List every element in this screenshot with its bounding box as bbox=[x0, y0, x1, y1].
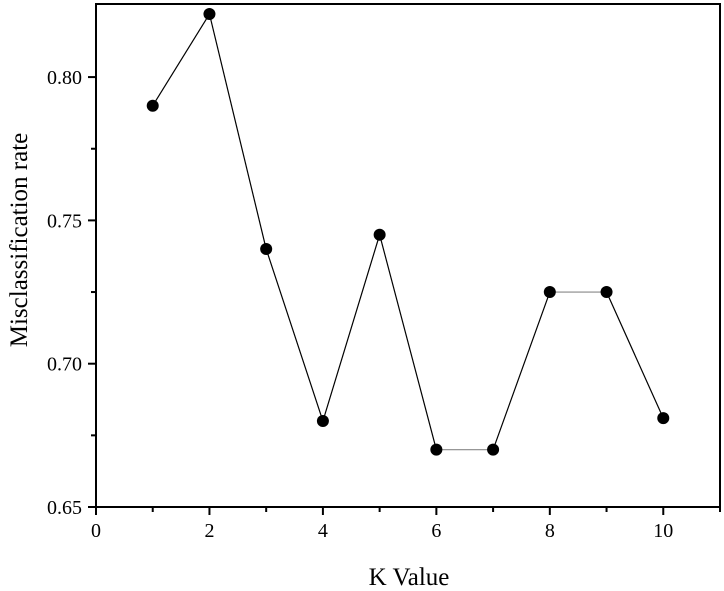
data-point-marker bbox=[600, 286, 613, 299]
x-axis-ticks: 0 2 4 6 8 10 bbox=[91, 507, 721, 542]
x-tick-label: 4 bbox=[318, 520, 328, 542]
y-tick-label: 0.75 bbox=[47, 210, 82, 232]
plot-frame bbox=[95, 3, 721, 508]
data-point-marker bbox=[260, 243, 273, 256]
data-point-marker bbox=[316, 415, 329, 428]
data-point-marker bbox=[430, 443, 443, 456]
x-tick-label: 2 bbox=[204, 520, 214, 542]
data-point-marker bbox=[146, 99, 159, 112]
y-axis-ticks: 0.65 0.70 0.75 0.80 bbox=[47, 67, 96, 519]
y-tick-label: 0.80 bbox=[47, 67, 82, 89]
x-tick-label: 8 bbox=[545, 520, 555, 542]
data-point-marker bbox=[203, 8, 216, 21]
line-segment bbox=[322, 234, 381, 422]
data-point-marker bbox=[657, 412, 670, 425]
x-tick-label: 0 bbox=[91, 520, 101, 542]
plot-border bbox=[95, 3, 721, 508]
y-tick-label: 0.70 bbox=[47, 354, 82, 376]
line-segment bbox=[379, 234, 437, 450]
line-segment bbox=[152, 13, 210, 107]
line-segment bbox=[208, 13, 267, 250]
data-point-marker bbox=[487, 443, 500, 456]
x-axis-title: K Value bbox=[369, 564, 450, 591]
y-axis-title: Misclassification rate bbox=[6, 133, 33, 348]
series-markers bbox=[146, 8, 670, 456]
line-segment bbox=[492, 291, 551, 450]
x-tick-label: 10 bbox=[653, 520, 673, 542]
series-line bbox=[152, 13, 664, 451]
data-point-marker bbox=[543, 286, 556, 299]
x-tick-label: 6 bbox=[431, 520, 441, 542]
line-segment bbox=[265, 248, 324, 422]
line-segment bbox=[605, 291, 664, 419]
y-tick-label: 0.65 bbox=[47, 497, 82, 519]
data-point-marker bbox=[373, 228, 386, 241]
